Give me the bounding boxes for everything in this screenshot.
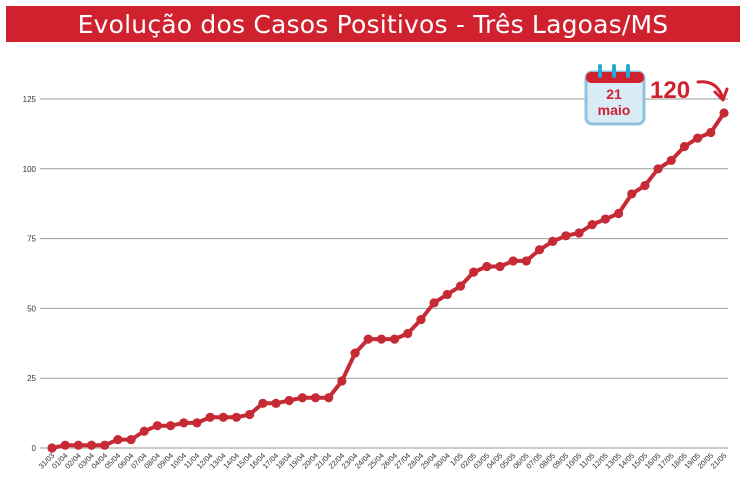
data-point — [324, 393, 334, 403]
data-point — [495, 261, 505, 272]
y-tick-label: 125 — [23, 95, 37, 104]
arrow-icon — [696, 80, 724, 98]
data-point — [561, 231, 571, 241]
data-point — [640, 180, 650, 191]
data-point — [47, 443, 57, 453]
y-tick-label: 50 — [27, 304, 36, 313]
data-point — [297, 393, 307, 403]
data-point — [113, 435, 123, 445]
data-point — [508, 256, 518, 266]
data-point — [706, 127, 716, 138]
data-point — [100, 440, 110, 450]
data-point — [218, 412, 228, 422]
y-tick-label: 0 — [32, 444, 37, 453]
data-point — [152, 421, 163, 431]
data-point — [350, 348, 360, 358]
data-point — [337, 376, 347, 386]
series-layer — [47, 108, 729, 453]
data-point — [574, 228, 584, 238]
data-point — [600, 214, 611, 224]
data-point — [653, 164, 663, 174]
data-point — [139, 426, 149, 436]
data-point — [442, 289, 452, 300]
x-axis-ticks: 31/0301/0402/0403/0404/0405/0406/0407/04… — [37, 451, 729, 471]
data-point — [548, 236, 558, 246]
calendar-month: maio — [598, 102, 631, 118]
data-point — [376, 334, 387, 344]
title-banner: Evolução dos Casos Positivos - Três Lago… — [6, 6, 740, 42]
calendar-day: 21 — [606, 86, 622, 102]
arrow-head — [713, 87, 729, 102]
data-point — [284, 395, 294, 406]
calendar-ring-mid — [612, 64, 616, 78]
data-point — [165, 421, 176, 431]
data-point — [310, 393, 321, 403]
data-point — [403, 328, 413, 339]
data-point — [271, 398, 281, 408]
grid-lines — [40, 98, 728, 449]
data-point — [192, 418, 202, 428]
data-point — [429, 298, 439, 308]
data-point — [179, 418, 189, 428]
data-point — [719, 108, 729, 118]
y-tick-label: 75 — [27, 235, 36, 244]
calendar-ring-left — [598, 64, 602, 78]
y-tick-label: 100 — [23, 165, 37, 174]
data-point — [231, 412, 242, 422]
data-point — [666, 155, 676, 166]
data-point — [534, 245, 545, 255]
data-point — [126, 435, 136, 445]
data-point — [258, 398, 268, 408]
data-point — [521, 256, 531, 266]
data-point — [73, 440, 83, 450]
data-point — [245, 409, 255, 420]
data-point — [679, 141, 690, 152]
data-point — [469, 267, 479, 277]
data-point — [389, 334, 400, 344]
data-point — [205, 412, 215, 422]
data-point — [693, 133, 703, 143]
series-line — [51, 111, 726, 450]
data-point — [455, 281, 466, 291]
calendar-icon: 21 maio — [584, 64, 646, 126]
y-axis-ticks: 0 25 50 75 100 125 — [23, 95, 37, 453]
data-point — [613, 208, 624, 219]
data-point — [60, 440, 70, 450]
data-point — [86, 440, 97, 450]
data-point — [363, 334, 373, 344]
data-point — [587, 220, 597, 230]
page-title: Evolução dos Casos Positivos - Três Lago… — [77, 9, 669, 39]
callout-value: 120 — [650, 77, 690, 104]
calendar-ring-right — [626, 64, 630, 78]
data-point — [627, 189, 637, 199]
y-tick-label: 25 — [27, 374, 36, 383]
data-point — [416, 314, 426, 325]
data-point — [482, 261, 492, 272]
